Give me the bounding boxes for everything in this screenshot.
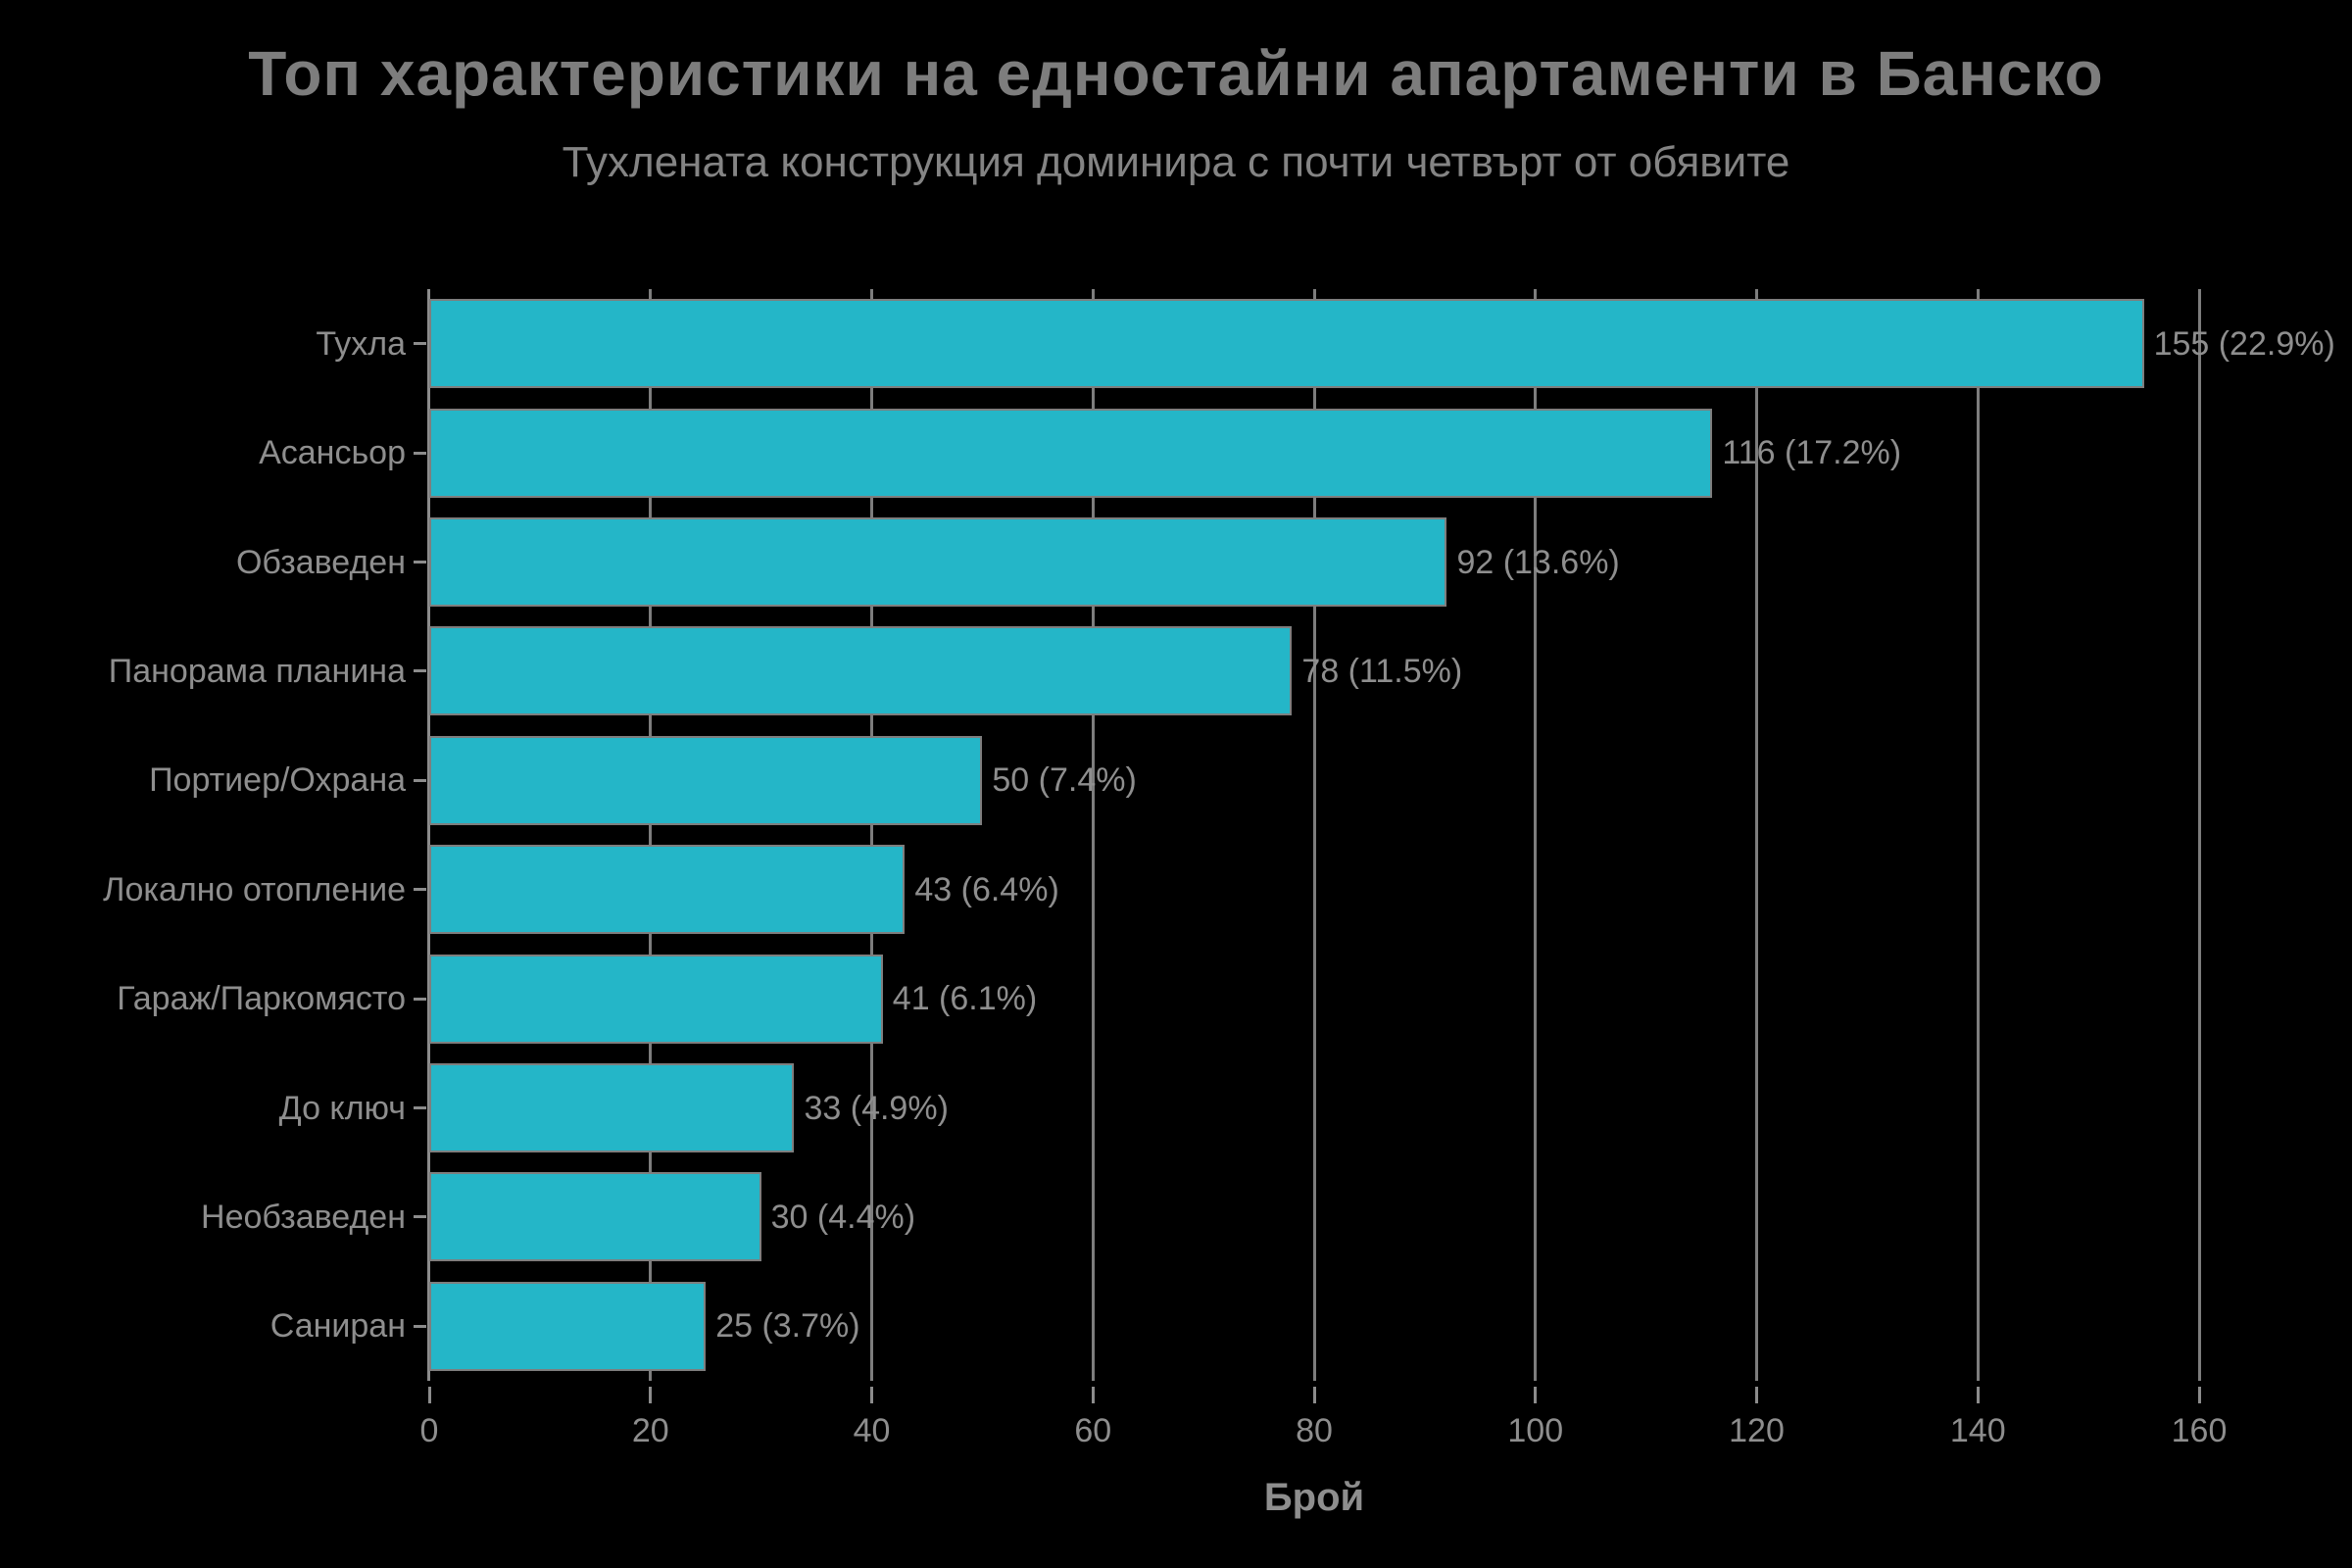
x-gridline <box>1976 289 1980 1381</box>
bar-value-label: 78 (11.5%) <box>1301 652 1463 690</box>
x-axis-tick <box>427 1387 431 1403</box>
category-label: Тухла <box>316 324 406 363</box>
bar-value-label: 41 (6.1%) <box>892 980 1038 1018</box>
y-axis-tick <box>414 1324 426 1328</box>
bar <box>429 626 1293 716</box>
x-axis-tick <box>649 1387 653 1403</box>
y-axis-tick <box>414 451 426 455</box>
bar <box>429 1172 761 1262</box>
plot-area: 0 20 40 60 80 100 120 140 160 155 (22.9%) Тухла 116… <box>103 289 2335 1449</box>
x-tick-label: 100 <box>1507 1412 1564 1449</box>
bar-value-label: 155 (22.9%) <box>2153 324 2335 363</box>
x-tick-label: 20 <box>631 1412 669 1449</box>
bar-value-label: 30 (4.4%) <box>770 1198 916 1236</box>
x-gridline <box>1312 289 1316 1381</box>
bar <box>429 299 2144 389</box>
category-label: Локално отопление <box>103 870 406 908</box>
chart-title: Топ характеристики на едностайни апартам… <box>248 38 2104 109</box>
x-tick-label: 40 <box>853 1412 891 1449</box>
x-gridline <box>1534 289 1538 1381</box>
x-axis-tick <box>870 1387 873 1403</box>
x-tick-label: 0 <box>419 1412 439 1449</box>
bar-value-label: 25 (3.7%) <box>715 1307 860 1346</box>
y-axis-tick <box>414 342 426 346</box>
category-label: До ключ <box>278 1089 406 1127</box>
x-gridline <box>649 289 653 1381</box>
x-tick-label: 140 <box>1949 1412 2006 1449</box>
x-gridline <box>2197 289 2201 1381</box>
category-label: Саниран <box>270 1307 406 1346</box>
x-gridline <box>1755 289 1758 1381</box>
x-tick-label: 120 <box>1729 1412 1785 1449</box>
bar <box>429 1281 707 1371</box>
x-axis-tick <box>1312 1387 1316 1403</box>
bar <box>429 517 1447 607</box>
x-axis-tick <box>1534 1387 1538 1403</box>
bar <box>429 735 983 825</box>
category-label: Гараж/Паркомясто <box>117 980 406 1018</box>
bar <box>429 954 883 1044</box>
x-axis-tick <box>1755 1387 1758 1403</box>
bar-value-label: 92 (13.6%) <box>1456 543 1620 581</box>
category-label: Асансьор <box>259 434 406 472</box>
x-gridline <box>870 289 873 1381</box>
y-axis-tick <box>414 997 426 1001</box>
bar-value-label: 116 (17.2%) <box>1722 434 1902 472</box>
x-axis-label: Брой <box>1263 1476 1365 1519</box>
bar <box>429 408 1713 498</box>
y-axis-tick <box>414 669 426 673</box>
y-axis-tick <box>414 561 426 564</box>
x-axis-tick <box>2197 1387 2201 1403</box>
y-axis-spine <box>427 289 430 1381</box>
x-tick-label: 80 <box>1296 1412 1333 1449</box>
category-label: Панорама планина <box>108 652 406 690</box>
y-axis-tick <box>414 888 426 892</box>
category-label: Обзаведен <box>235 543 406 581</box>
category-label: Портиер/Охрана <box>149 761 406 800</box>
category-label: Необзаведен <box>201 1198 406 1236</box>
bar-value-label: 43 (6.4%) <box>914 870 1059 908</box>
x-gridline <box>1091 289 1095 1381</box>
x-tick-label: 60 <box>1074 1412 1112 1449</box>
bar-value-label: 50 (7.4%) <box>992 761 1137 800</box>
x-axis-tick <box>1091 1387 1095 1403</box>
chart-subtitle: Тухлената конструкция доминира с почти ч… <box>562 138 1790 186</box>
bar <box>429 1063 795 1152</box>
y-axis-tick <box>414 1106 426 1109</box>
bar-value-label: 33 (4.9%) <box>804 1089 949 1127</box>
bar <box>429 845 906 935</box>
y-axis-tick <box>414 778 426 782</box>
x-axis-tick <box>1976 1387 1980 1403</box>
x-tick-label: 160 <box>2171 1412 2228 1449</box>
y-axis-tick <box>414 1215 426 1219</box>
